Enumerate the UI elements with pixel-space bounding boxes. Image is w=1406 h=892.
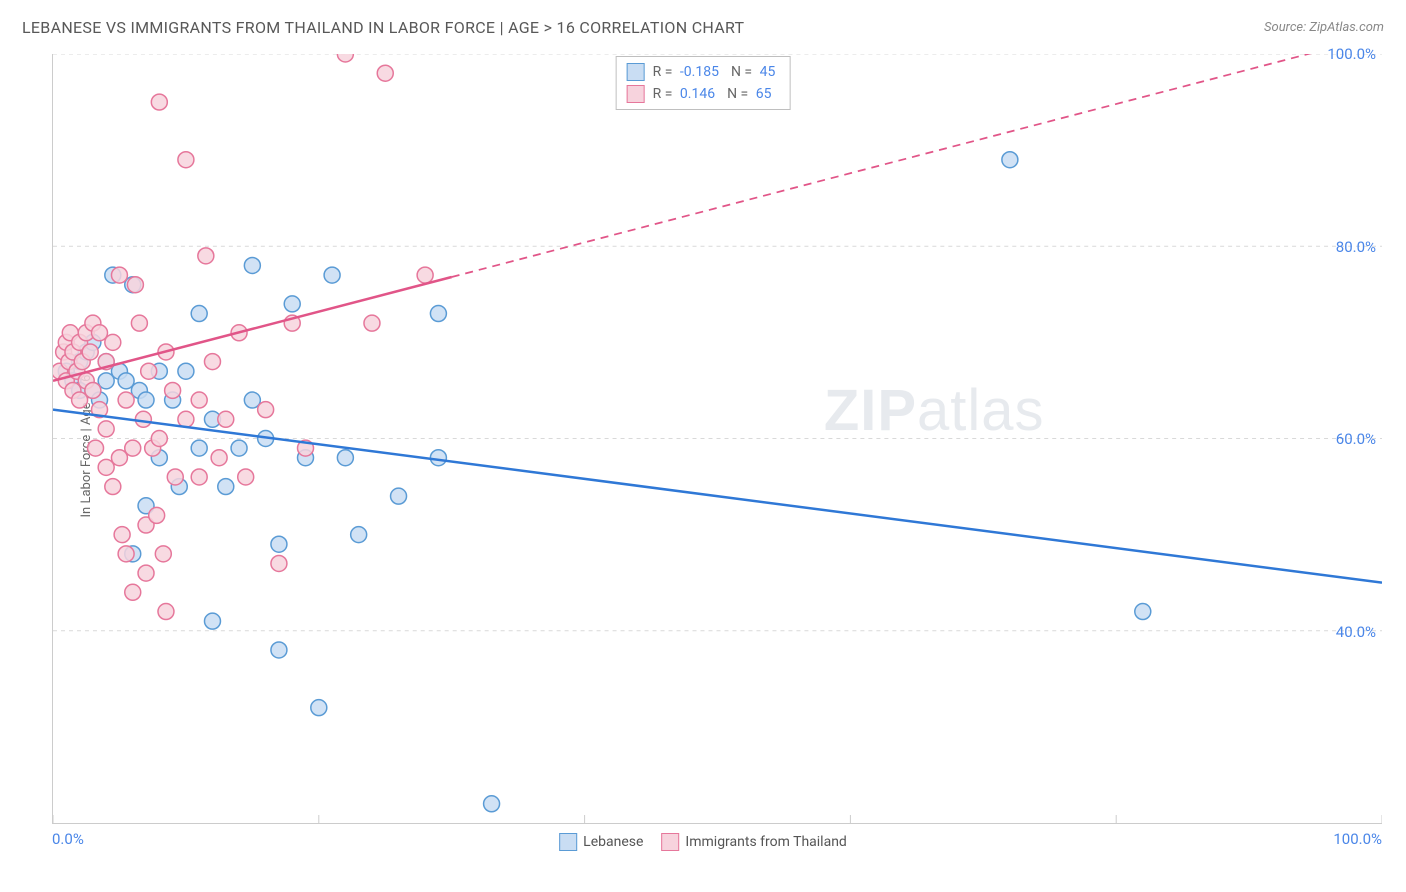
swatch-thailand bbox=[627, 85, 645, 103]
n-label: N = 65 bbox=[727, 86, 775, 102]
x-tick-label: 0.0% bbox=[52, 830, 84, 848]
legend-row-lebanese: R = -0.185 N = 45 bbox=[627, 61, 780, 83]
swatch-lebanese bbox=[627, 63, 645, 81]
legend-label: Immigrants from Thailand bbox=[685, 834, 846, 850]
scatter-chart bbox=[53, 54, 1382, 823]
source-label: Source: ZipAtlas.com bbox=[1264, 20, 1384, 35]
legend-item-thailand: Immigrants from Thailand bbox=[661, 833, 846, 851]
legend-row-thailand: R = 0.146 N = 65 bbox=[627, 83, 780, 105]
legend-series: Lebanese Immigrants from Thailand bbox=[559, 833, 847, 851]
swatch-thailand bbox=[661, 833, 679, 851]
legend-correlation: R = -0.185 N = 45 R = 0.146 N = 65 bbox=[616, 56, 791, 110]
n-label: N = 45 bbox=[731, 64, 779, 80]
r-label: R = -0.185 bbox=[653, 64, 723, 80]
r-label: R = 0.146 bbox=[653, 86, 719, 102]
x-tick-label: 100.0% bbox=[1333, 830, 1382, 848]
swatch-lebanese bbox=[559, 833, 577, 851]
legend-item-lebanese: Lebanese bbox=[559, 833, 643, 851]
page-title: LEBANESE VS IMMIGRANTS FROM THAILAND IN … bbox=[22, 18, 744, 37]
legend-label: Lebanese bbox=[583, 834, 643, 850]
title-bar: LEBANESE VS IMMIGRANTS FROM THAILAND IN … bbox=[22, 18, 1384, 37]
plot-area: ZIPatlas bbox=[52, 54, 1382, 824]
